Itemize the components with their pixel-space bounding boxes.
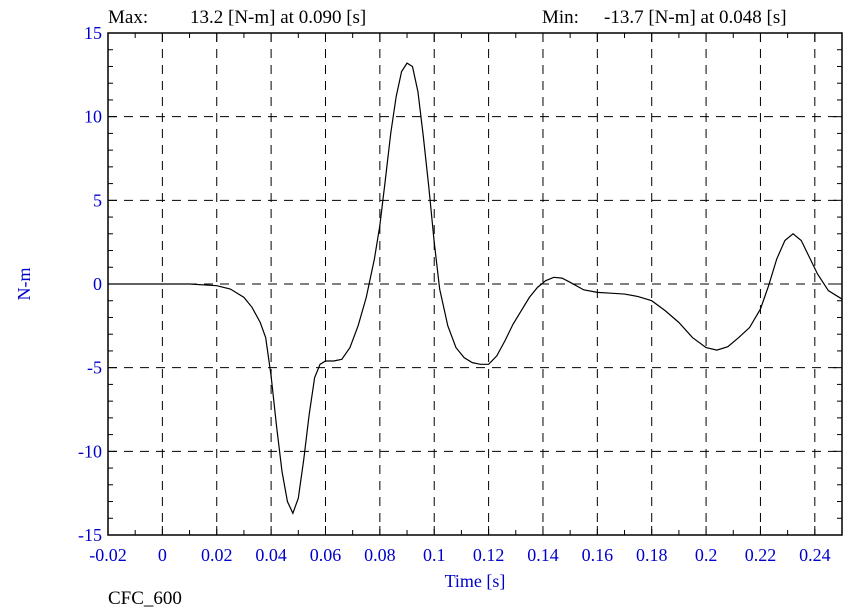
x-tick-label: 0.24 — [799, 545, 831, 565]
x-tick-label: 0.02 — [201, 545, 233, 565]
max-label: Max: — [108, 7, 148, 28]
x-tick-label: -0.02 — [89, 545, 127, 565]
gridlines — [108, 33, 842, 535]
filter-class-label: CFC_600 — [108, 588, 182, 609]
x-tick-label: 0.06 — [310, 545, 342, 565]
x-tick-label: 0.14 — [527, 545, 559, 565]
x-tick-label: 0 — [158, 545, 167, 565]
x-tick-label: 0.08 — [364, 545, 396, 565]
series-line — [108, 62, 843, 515]
y-tick-label: 5 — [93, 190, 102, 210]
x-tick-label: 0.12 — [473, 545, 505, 565]
axis-ticks — [107, 32, 843, 536]
min-value: -13.7 [N-m] at 0.048 [s] — [604, 7, 787, 28]
y-tick-label: 10 — [84, 107, 102, 127]
plot-area-frame — [107, 32, 843, 536]
y-tick-label: -15 — [78, 525, 102, 545]
axis-tick-labels: -0.02 0 0.02 0.04 0.06 0.08 0.1 0.12 0.14 0.16 0.1… — [78, 23, 831, 565]
x-axis-label: Time [s] — [445, 571, 506, 591]
y-tick-label: -10 — [78, 441, 102, 461]
x-tick-label: 0.18 — [636, 545, 668, 565]
y-tick-label: -5 — [87, 358, 102, 378]
max-value: 13.2 [N-m] at 0.090 [s] — [190, 7, 366, 28]
y-axis-label: N-m — [14, 268, 34, 301]
x-tick-label: 0.04 — [255, 545, 287, 565]
x-tick-label: 0.2 — [695, 545, 718, 565]
x-tick-label: 0.1 — [423, 545, 446, 565]
y-tick-label: 15 — [84, 23, 102, 43]
x-tick-label: 0.16 — [582, 545, 614, 565]
min-label: Min: — [542, 7, 579, 28]
x-tick-label: 0.22 — [745, 545, 777, 565]
y-tick-label: 0 — [93, 274, 102, 294]
